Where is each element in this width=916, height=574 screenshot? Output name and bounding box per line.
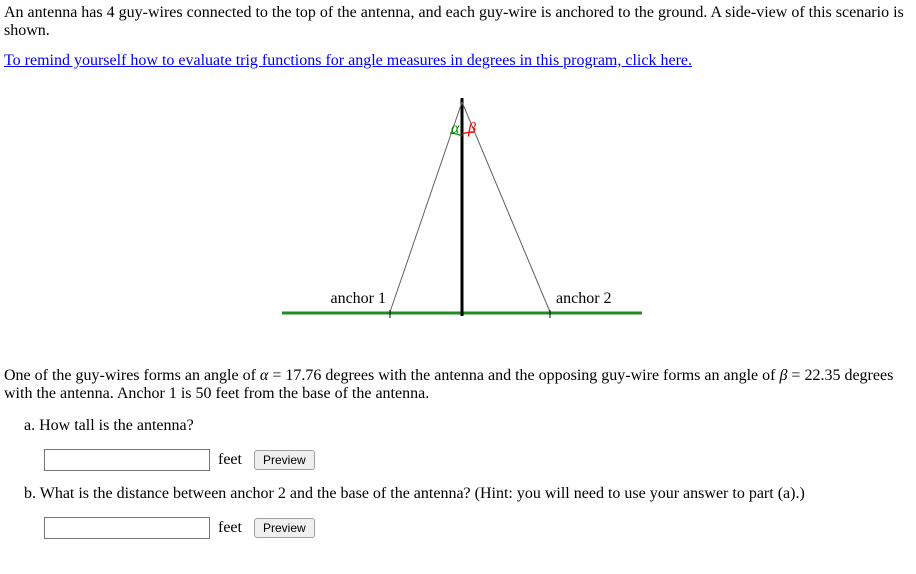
anchor1-label: anchor 1 [330, 290, 386, 307]
problem-intro: An antenna has 4 guy-wires connected to … [4, 4, 916, 40]
given-values: One of the guy-wires forms an angle of α… [4, 367, 916, 403]
part-a-question: a. How tall is the antenna? [24, 417, 916, 435]
part-b-preview-button[interactable]: Preview [254, 518, 315, 538]
help-link[interactable]: To remind yourself how to evaluate trig … [4, 52, 692, 69]
anchor2-label: anchor 2 [556, 290, 612, 307]
antenna-diagram: α β anchor 1 anchor 2 [4, 88, 916, 343]
alpha-label: α [451, 120, 460, 137]
part-b-question: b. What is the distance between anchor 2… [24, 485, 916, 503]
beta-label: β [467, 120, 476, 137]
part-b-answer-input[interactable] [44, 517, 210, 539]
part-a-preview-button[interactable]: Preview [254, 450, 315, 470]
part-a-answer-input[interactable] [44, 449, 210, 471]
part-a-unit: feet [218, 451, 242, 468]
part-b-unit: feet [218, 519, 242, 536]
